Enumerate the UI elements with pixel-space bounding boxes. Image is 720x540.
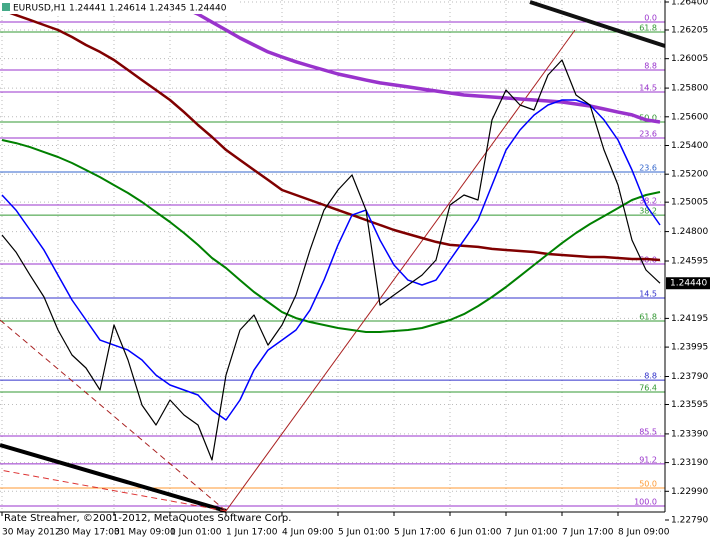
fib-label: 0.0 xyxy=(644,13,657,22)
fib-label: 76.4 xyxy=(639,384,657,393)
x-tick-label: 1 Jun 01:00 xyxy=(170,528,222,538)
fib-label: 8.8 xyxy=(644,372,657,381)
fib-label: 38.2 xyxy=(639,207,657,216)
current-price-box xyxy=(666,277,710,290)
trend-line xyxy=(0,443,227,513)
series xyxy=(1,6,661,461)
fib-label: 61.8 xyxy=(639,312,657,321)
y-tick-label: 1.25400 xyxy=(671,141,708,151)
fib-label: 50.0 xyxy=(639,480,657,489)
x-tick-label: 31 May 09:00 xyxy=(114,528,176,538)
series-line xyxy=(183,6,661,124)
series-line xyxy=(1,59,661,461)
y-tick-label: 1.25800 xyxy=(671,84,708,94)
y-tick-label: 1.23995 xyxy=(671,343,708,353)
current-price-label: 1.24440 xyxy=(670,279,707,289)
fib-label: 61.8 xyxy=(639,23,657,32)
series-line xyxy=(1,99,661,421)
y-tick-label: 1.25600 xyxy=(671,112,708,122)
x-tick-label: 8 Jun 09:00 xyxy=(618,528,670,538)
x-tick-label: 6 Jun 01:00 xyxy=(450,528,502,538)
x-tick-label: 5 Jun 01:00 xyxy=(338,528,390,538)
fib-label: 38.2 xyxy=(639,197,657,206)
y-tick-label: 1.22790 xyxy=(671,516,708,526)
fan-line xyxy=(0,469,227,512)
x-tick-label: 1 Jun 17:00 xyxy=(226,528,278,538)
y-tick-label: 1.25005 xyxy=(671,198,708,208)
y-tick-label: 1.26205 xyxy=(671,25,708,35)
fib-label: 23.6 xyxy=(639,164,657,173)
fib-label: 23.6 xyxy=(639,130,657,139)
trend-line xyxy=(529,0,666,48)
y-tick-label: 1.24595 xyxy=(671,257,708,267)
y-tick-label: 1.25200 xyxy=(671,170,708,180)
x-tick-label: 30 May 17:00 xyxy=(58,528,120,538)
y-tick-label: 1.23790 xyxy=(671,372,708,382)
series-line xyxy=(1,8,661,262)
y-tick-label: 1.23390 xyxy=(671,429,708,439)
x-tick-label: 4 Jun 09:00 xyxy=(282,528,334,538)
x-tick-label: 7 Jun 17:00 xyxy=(562,528,614,538)
title-bg xyxy=(0,0,240,14)
fib-label: 85.5 xyxy=(639,428,657,437)
fib-label: 50.0 xyxy=(639,113,657,122)
y-tick-label: 1.22990 xyxy=(671,487,708,497)
fan-line xyxy=(225,29,576,512)
icon xyxy=(2,3,10,11)
y-tick-label: 1.23190 xyxy=(671,458,708,468)
fib-label: 8.8 xyxy=(644,62,657,71)
series-line xyxy=(1,139,661,333)
footer: Rate Streamer, ©2001-2012, MetaQuotes So… xyxy=(4,513,291,524)
fib-label: 91.2 xyxy=(639,455,657,464)
x-tick-label: 30 May 2012 xyxy=(2,528,61,538)
y-tick-label: 1.26005 xyxy=(671,54,708,64)
grid xyxy=(0,0,665,512)
x-tick-label: 7 Jun 01:00 xyxy=(506,528,558,538)
chart-title: EURUSD,H1 1.24441 1.24614 1.24345 1.2444… xyxy=(13,4,227,14)
fib-label: 14.5 xyxy=(639,83,657,92)
fib-label: 100.0 xyxy=(634,497,657,506)
x-tick-label: 5 Jun 17:00 xyxy=(394,528,446,538)
y-tick-label: 1.23595 xyxy=(671,400,708,410)
fib-label: 14.5 xyxy=(639,290,657,299)
y-tick-label: 1.24195 xyxy=(671,314,708,324)
y-tick-label: 1.26400 xyxy=(671,0,708,8)
y-tick-label: 1.24800 xyxy=(671,227,708,237)
